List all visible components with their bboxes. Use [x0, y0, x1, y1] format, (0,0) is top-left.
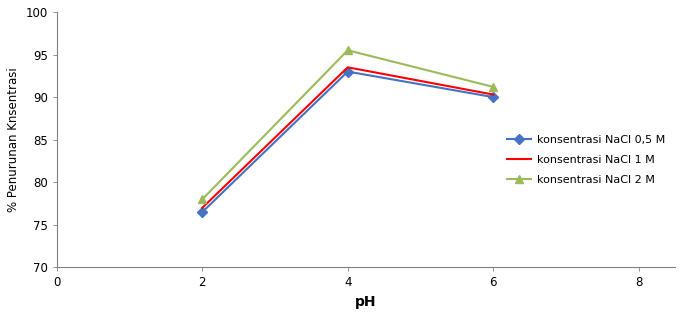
- konsentrasi NaCl 2 M: [489, 85, 497, 89]
- Legend: konsentrasi NaCl 0,5 M, konsentrasi NaCl 1 M, konsentrasi NaCl 2 M: konsentrasi NaCl 0,5 M, konsentrasi NaCl…: [503, 131, 670, 190]
- konsentrasi NaCl 0,5 M: [344, 70, 352, 73]
- Line: konsentrasi NaCl 2 M: konsentrasi NaCl 2 M: [198, 46, 497, 204]
- konsentrasi NaCl 2 M: [344, 48, 352, 52]
- X-axis label: pH: pH: [355, 295, 376, 309]
- konsentrasi NaCl 0,5 M: [489, 95, 497, 99]
- Y-axis label: % Penurunan Knsentrasi: % Penurunan Knsentrasi: [7, 67, 20, 212]
- konsentrasi NaCl 2 M: [198, 198, 207, 201]
- konsentrasi NaCl 1 M: [198, 206, 207, 210]
- konsentrasi NaCl 1 M: [344, 65, 352, 69]
- Line: konsentrasi NaCl 0,5 M: konsentrasi NaCl 0,5 M: [198, 68, 496, 216]
- konsentrasi NaCl 0,5 M: [198, 210, 207, 214]
- konsentrasi NaCl 1 M: [489, 93, 497, 96]
- Line: konsentrasi NaCl 1 M: konsentrasi NaCl 1 M: [203, 67, 493, 208]
